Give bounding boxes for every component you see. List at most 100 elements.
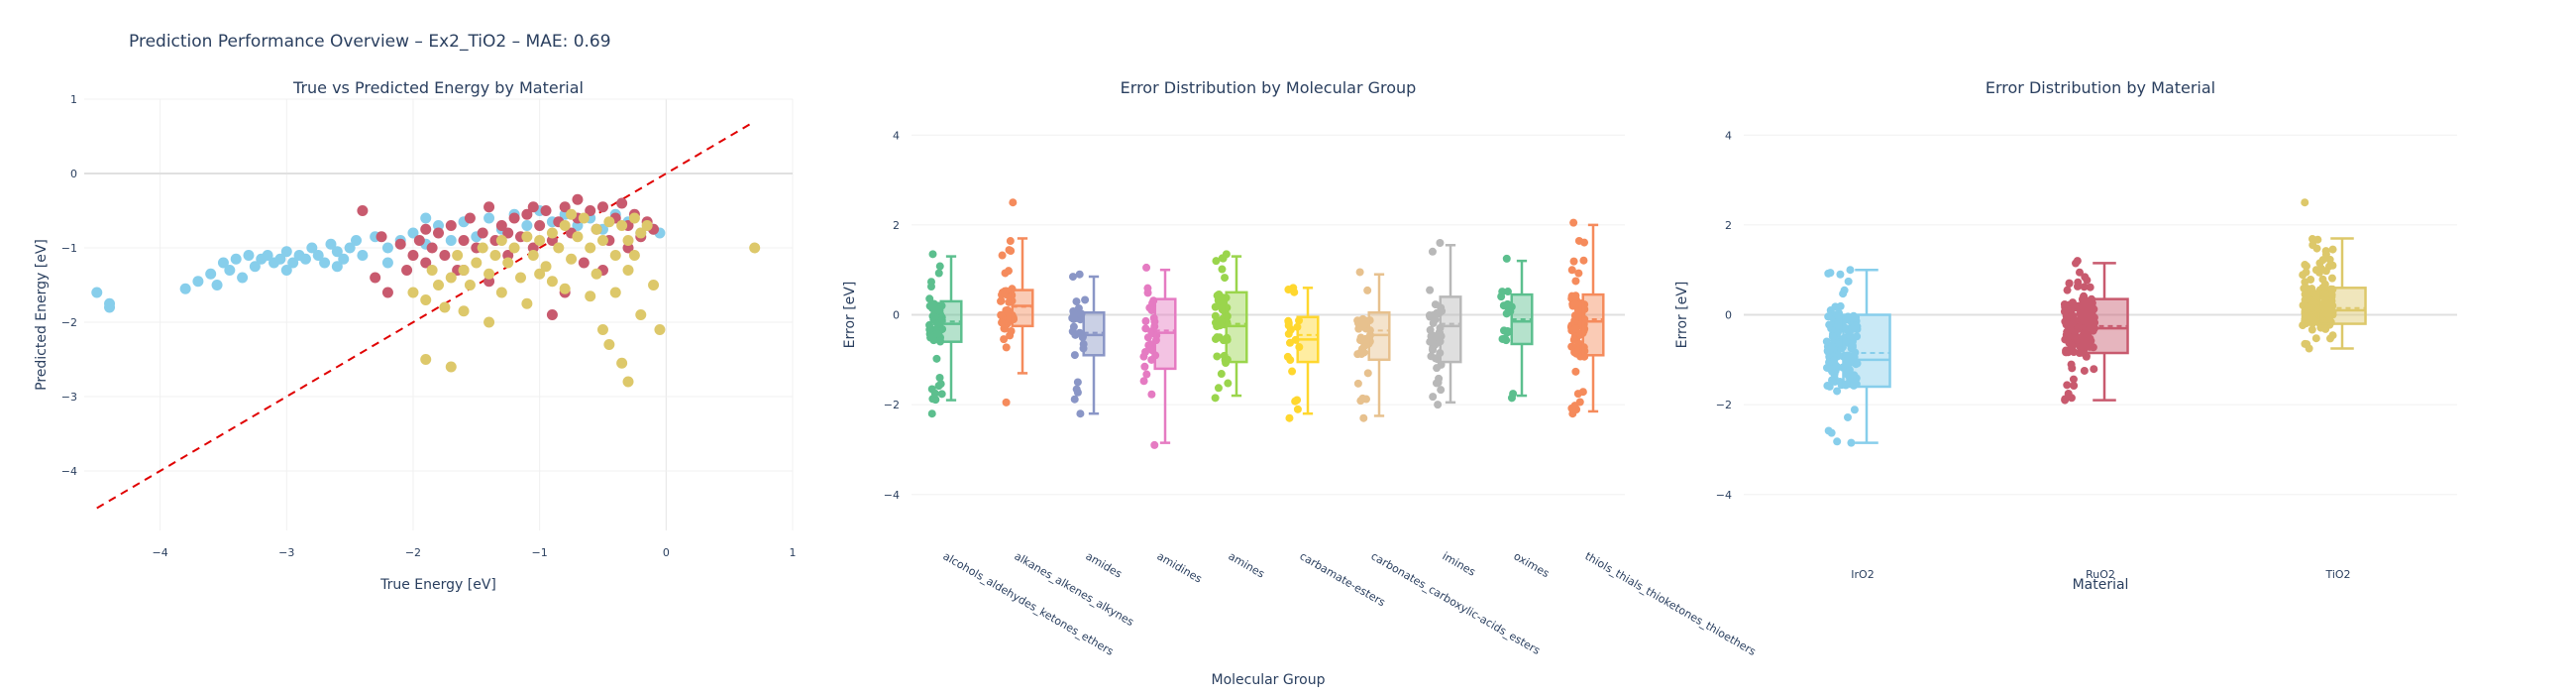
scatter-point [502, 257, 514, 269]
jitter-point [1142, 263, 1151, 272]
scatter-point [471, 257, 483, 269]
jitter-point [927, 409, 936, 418]
jitter-point [1825, 345, 1834, 354]
jitter-point [1826, 365, 1835, 374]
scatter-point [622, 265, 634, 276]
scatter-point [590, 268, 602, 280]
jitter-point [1428, 345, 1437, 354]
scatter-point [357, 205, 369, 216]
jitter-point [2312, 244, 2321, 253]
x-tick-label: amidines [1155, 549, 1205, 585]
jitter-point [1355, 268, 1364, 277]
scatter-point [628, 212, 640, 224]
scatter-title: True vs Predicted Energy by Material [292, 78, 584, 97]
jitter-point [1285, 413, 1294, 422]
jitter-point [1139, 377, 1148, 386]
jitter-point [2327, 274, 2336, 283]
scatter-point [483, 201, 495, 213]
jitter-point [1846, 266, 1855, 275]
scatter-point [376, 231, 387, 243]
scatter-point [648, 280, 660, 291]
scatter-point [603, 216, 615, 228]
jitter-point [1848, 341, 1857, 350]
scatter-point [91, 287, 103, 298]
scatter-point [578, 212, 590, 224]
scatter-point [502, 227, 514, 239]
jitter-point [2064, 348, 2073, 357]
scatter-point [527, 201, 539, 213]
jitter-point [2299, 321, 2308, 330]
jitter-point [1213, 291, 1222, 300]
scatter-point [280, 265, 292, 276]
box-group [1353, 268, 1391, 422]
scatter-point [280, 246, 292, 258]
jitter-point [2313, 235, 2322, 244]
jitter-point [1571, 324, 1580, 333]
jitter-point [2311, 334, 2320, 343]
jitter-point [937, 390, 946, 399]
jitter-point [1569, 218, 1578, 227]
jitter-point [1436, 239, 1445, 247]
scatter-point [596, 324, 608, 335]
scatter-point [357, 250, 369, 261]
jitter-point [1212, 257, 1221, 266]
jitter-point [1579, 256, 1588, 265]
scatter-point [585, 291, 596, 302]
scatter-point [274, 253, 286, 265]
y-tick-label: 0 [893, 309, 900, 322]
y-tick-label: 0 [70, 168, 77, 180]
jitter-point [2086, 283, 2094, 291]
x-tick-label: oximes [1512, 549, 1553, 580]
x-tick-label: alkanes_alkenes_alkynes [1013, 549, 1136, 629]
scatter-point [237, 272, 249, 284]
jitter-point [1503, 328, 1512, 337]
jitter-point [1221, 274, 1230, 283]
jitter-point [2080, 283, 2089, 291]
scatter-point [527, 250, 539, 261]
jitter-point [998, 251, 1007, 260]
jitter-point [1216, 321, 1225, 330]
box-title: Error Distribution by Material [1986, 78, 2215, 97]
jitter-point [2089, 343, 2097, 352]
scatter-point [508, 242, 520, 254]
scatter-point [534, 220, 546, 231]
jitter-point [1211, 311, 1220, 320]
scatter-point [540, 205, 552, 216]
scatter-point [401, 265, 413, 276]
box-group [997, 198, 1034, 407]
jitter-point [1498, 288, 1507, 296]
jitter-point [1840, 286, 1849, 294]
box-group [2060, 257, 2129, 405]
scatter-point [445, 272, 457, 284]
y-tick-label: 0 [1725, 309, 1732, 322]
jitter-point [1284, 286, 1293, 294]
box-iqr [1439, 295, 1462, 364]
scatter-point [445, 361, 457, 373]
scatter-point [420, 354, 432, 365]
scatter-point [394, 238, 406, 250]
jitter-point [935, 374, 944, 383]
jitter-point [1142, 370, 1151, 379]
box-y-title: Error [eV] [1674, 282, 1690, 349]
x-tick-label: 0 [663, 546, 670, 559]
scatter-point [413, 235, 425, 246]
box-iqr [2317, 287, 2367, 325]
y-tick-label: 1 [70, 93, 77, 106]
jitter-point [1213, 352, 1222, 361]
jitter-point [1429, 393, 1438, 402]
jitter-point [2067, 394, 2076, 403]
jitter-point [1005, 246, 1014, 255]
jitter-point [2299, 271, 2308, 280]
jitter-point [1503, 299, 1512, 308]
jitter-point [1072, 297, 1081, 306]
jitter-point [1009, 198, 1018, 207]
box-group [1283, 284, 1320, 422]
scatter-point [635, 227, 647, 239]
jitter-point [1002, 343, 1011, 352]
jitter-point [928, 250, 937, 259]
jitter-point [1150, 440, 1159, 449]
scatter-point [483, 212, 495, 224]
scatter-point [230, 253, 242, 265]
jitter-point [1498, 334, 1507, 343]
scatter-point [439, 250, 451, 261]
